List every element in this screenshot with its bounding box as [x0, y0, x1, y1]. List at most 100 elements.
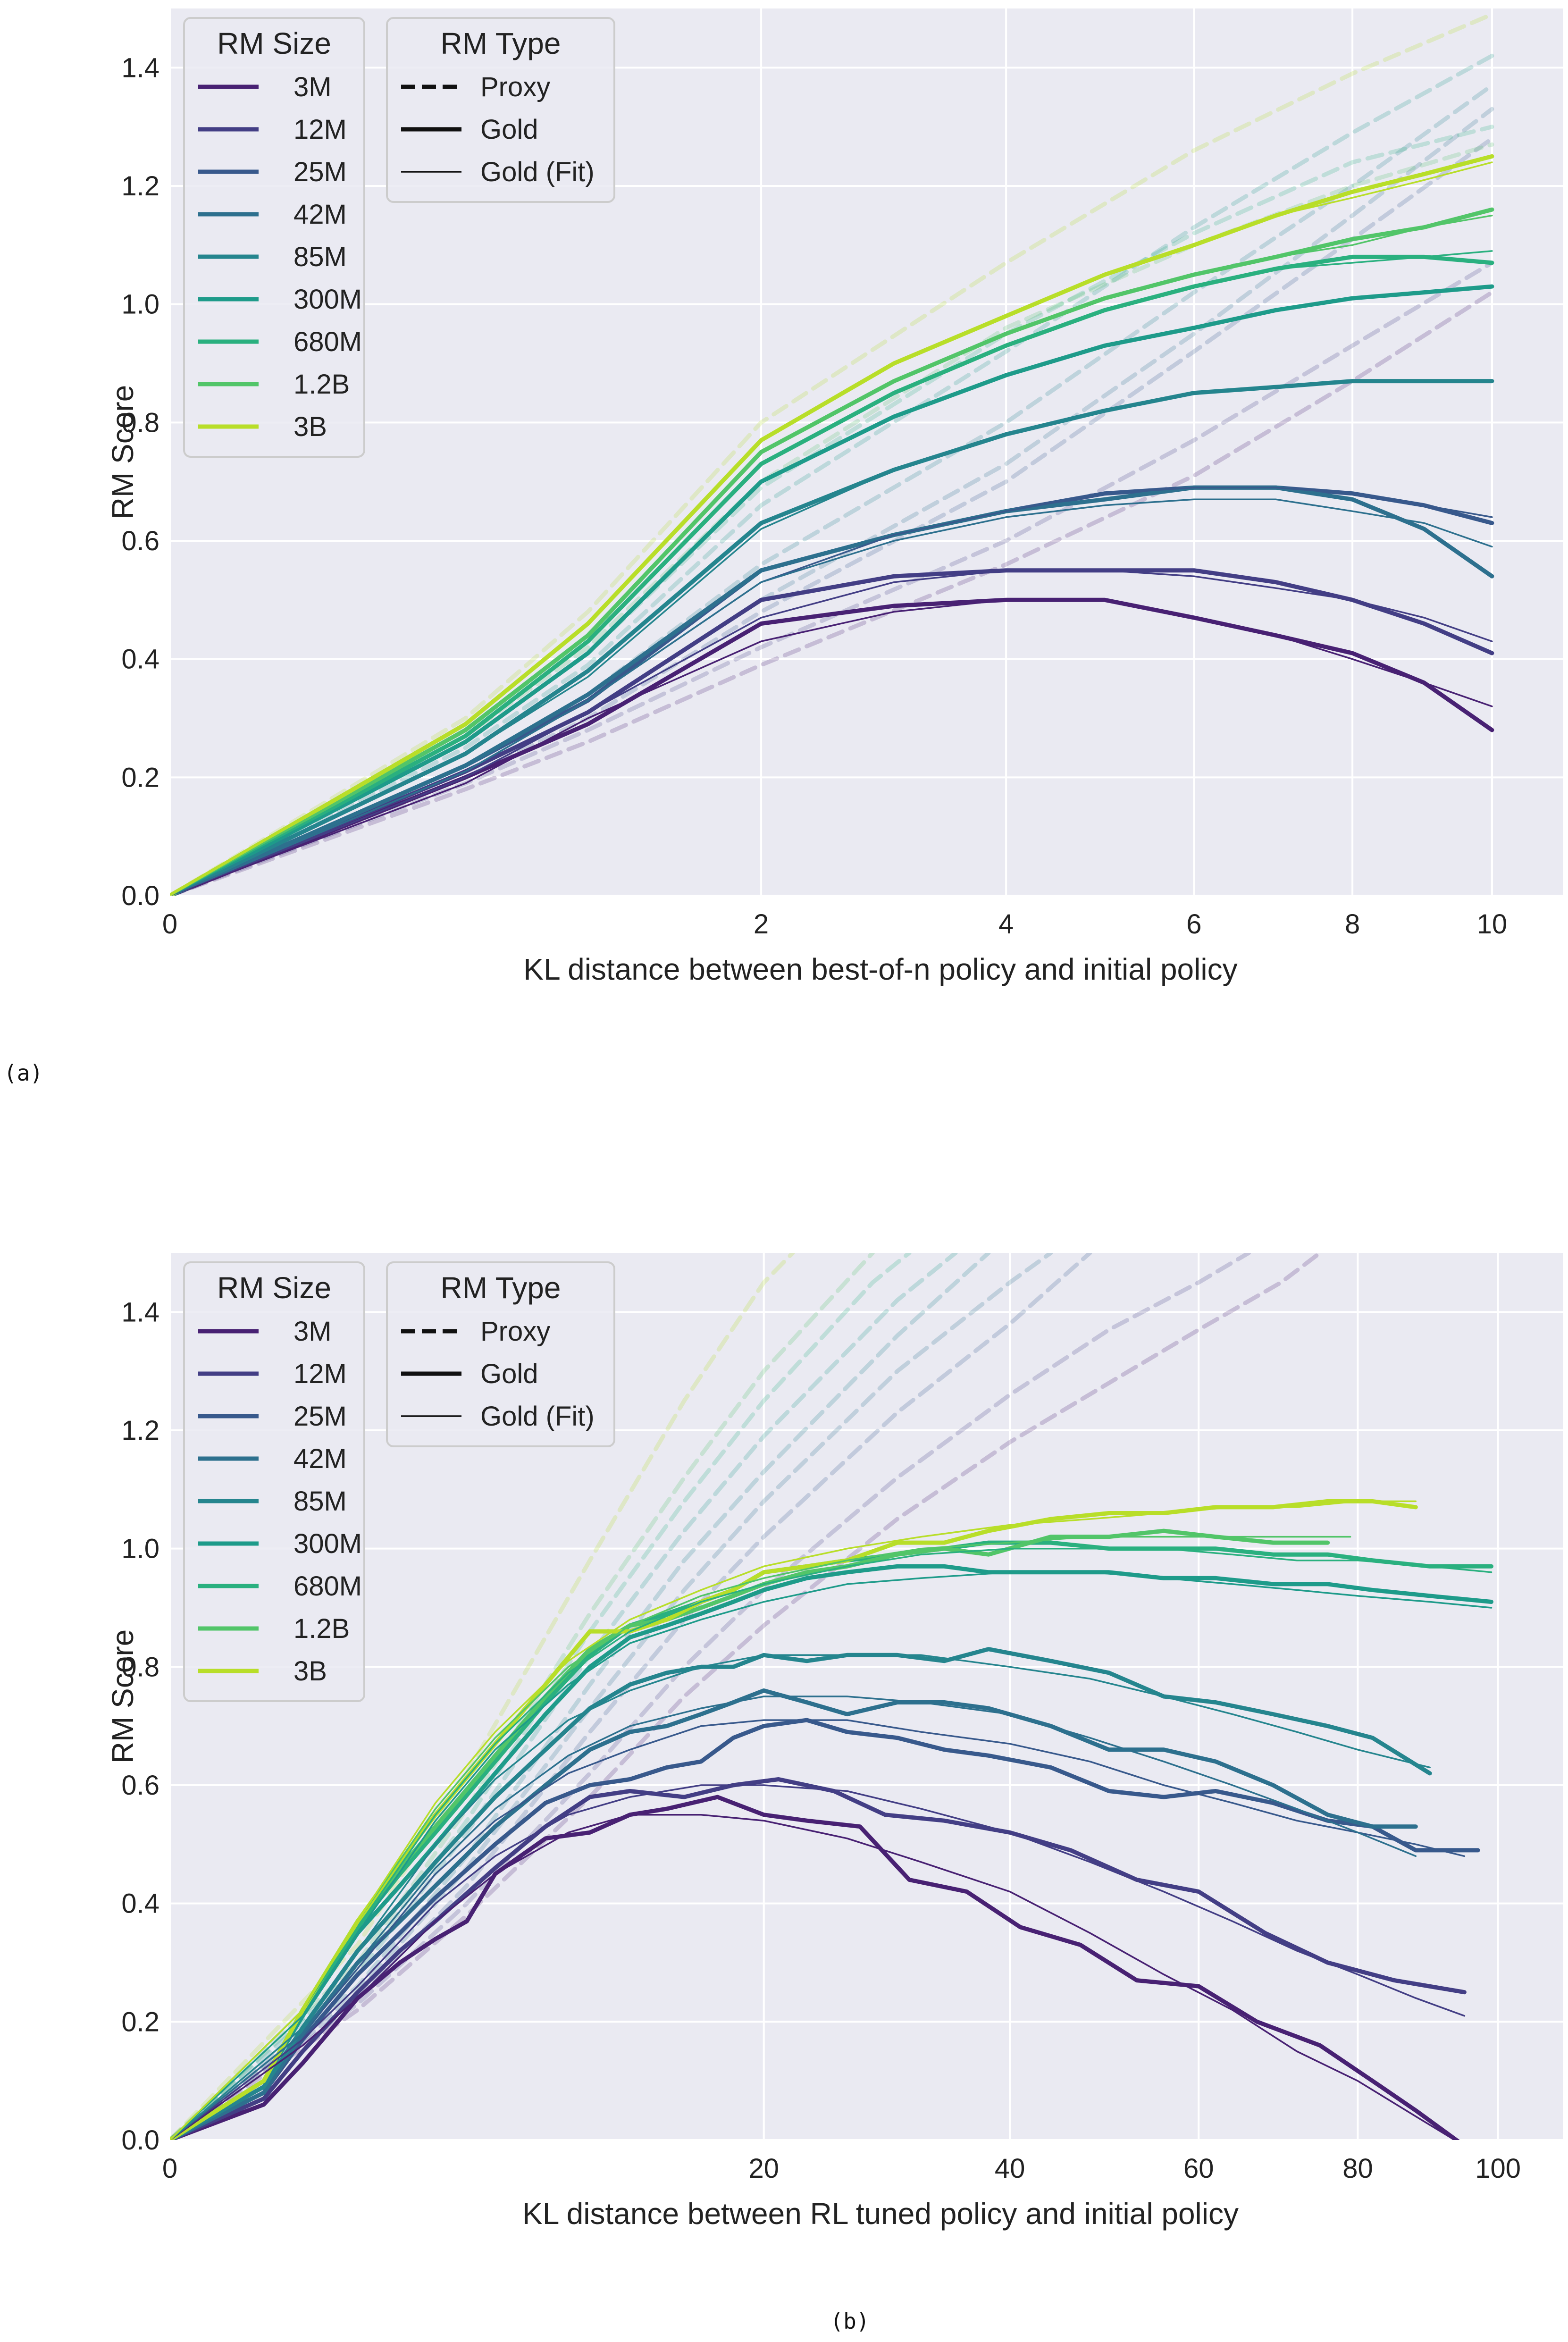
- series-line-fit-85m: [170, 1654, 1431, 2140]
- legend-entry-label: 42M: [293, 199, 347, 230]
- series-line-fit-25m: [170, 1719, 1466, 2140]
- legend-entry-label: 85M: [293, 1486, 347, 1517]
- y-tick-label: 0.4: [121, 644, 159, 675]
- y-axis-label: RM Score: [106, 1629, 140, 1764]
- legend-entry-label: 1.2B: [293, 1613, 350, 1644]
- series-line-fit-680m: [170, 1547, 1493, 2140]
- series-group: [170, 12, 1494, 896]
- legend-entry-label: 25M: [293, 1401, 347, 1432]
- y-tick-label: 0.8: [121, 1652, 159, 1682]
- x-tick-label: 0: [162, 909, 177, 940]
- x-tick-label: 40: [995, 2153, 1025, 2184]
- x-tick-label: 8: [1345, 909, 1360, 940]
- series-line-gold-300m: [170, 1564, 1493, 2140]
- y-tick-label: 0.2: [121, 762, 159, 793]
- x-tick-label: 4: [998, 909, 1014, 940]
- legend-type-label: Gold (Fit): [480, 157, 595, 187]
- x-tick-label: 0: [162, 2153, 177, 2184]
- legend-entry-label: 3M: [293, 72, 332, 102]
- series-line-proxy-42m: [170, 1253, 1053, 2140]
- y-tick-label: 0.6: [121, 1770, 159, 1801]
- legend-type-label: Proxy: [480, 72, 550, 102]
- series-line-proxy-3b: [170, 12, 1494, 896]
- legend-entry-label: 300M: [293, 1528, 362, 1559]
- series-line-fit-42m: [170, 1696, 1417, 2140]
- series-line-fit-3b: [170, 161, 1493, 896]
- panel-caption-b: (b): [830, 2308, 869, 2334]
- series-group: [170, 1253, 1493, 2140]
- series-line-gold-25m: [170, 1718, 1480, 2140]
- chart-panel-b: 0.0 0.2 0.4 0.6 0.8 1.0 1.2 1.4 0 20 40 60 80 100 KL d…: [106, 1253, 1563, 2231]
- x-tick-label: 60: [1183, 2153, 1214, 2184]
- legend-entry-label: 3B: [293, 411, 327, 442]
- series-line-fit-300m: [170, 1571, 1493, 2140]
- x-tick-label: 20: [748, 2153, 779, 2184]
- x-tick-label: 10: [1477, 909, 1508, 940]
- x-tick-label: 80: [1342, 2153, 1373, 2184]
- legend-type-label: Gold: [480, 1359, 538, 1389]
- series-line-proxy-300m: [170, 1253, 958, 2140]
- legend-type-label: Proxy: [480, 1316, 550, 1347]
- series-line-fit-42m: [170, 498, 1493, 896]
- legend-entry-label: 12M: [293, 1359, 347, 1389]
- legend-entry-label: 680M: [293, 327, 362, 357]
- series-line-fit-3m: [170, 1813, 1457, 2140]
- legend-entry-label: 12M: [293, 114, 347, 145]
- series-line-fit-1-2b: [170, 1536, 1351, 2140]
- y-tick-label: 1.4: [121, 1297, 159, 1327]
- series-line-fit-3m: [170, 599, 1493, 896]
- legend-entry-label: 680M: [293, 1571, 362, 1602]
- series-line-fit-680m: [170, 250, 1493, 896]
- legend-entry-label: 1.2B: [293, 369, 350, 400]
- legend-rm-type-title: RM Type: [441, 1271, 561, 1305]
- series-line-proxy-12m: [170, 260, 1494, 896]
- legend-rm-size-title: RM Size: [217, 1271, 331, 1305]
- y-axis-label: RM Score: [106, 385, 140, 520]
- x-tick-label: 6: [1186, 909, 1201, 940]
- series-line-fit-1-2b: [170, 214, 1493, 896]
- series-line-fit-12m: [170, 1784, 1466, 2140]
- x-axis-label: KL distance between RL tuned policy and …: [522, 2197, 1239, 2231]
- legend-rm-size-title: RM Size: [217, 26, 331, 60]
- series-line-proxy-85m: [170, 1253, 991, 2140]
- y-tick-label: 0.2: [121, 2006, 159, 2037]
- legend-entry-label: 300M: [293, 284, 362, 315]
- x-tick-label: 100: [1475, 2153, 1521, 2184]
- legend-entry-label: 3M: [293, 1316, 332, 1347]
- legend-type-label: Gold: [480, 114, 538, 145]
- series-line-gold-42m: [170, 1688, 1418, 2140]
- plot-background: [170, 8, 1563, 896]
- y-tick-label: 1.2: [121, 1415, 159, 1446]
- y-tick-label: 0.4: [121, 1889, 159, 1919]
- legend-rm-type-title: RM Type: [441, 26, 561, 60]
- legend-rm-type-box: [386, 17, 615, 203]
- series-line-gold-3m: [170, 1795, 1460, 2140]
- series-line-proxy-300m: [170, 53, 1494, 896]
- y-tick-label: 1.4: [121, 52, 159, 83]
- series-line-gold-3b: [170, 1499, 1418, 2140]
- panel-caption-a: (a): [4, 1060, 43, 1086]
- legend-entry-label: 85M: [293, 242, 347, 272]
- series-line-fit-300m: [170, 285, 1493, 896]
- legend-entry-label: 42M: [293, 1444, 347, 1474]
- x-axis-label: KL distance between best-of-n policy and…: [523, 952, 1237, 986]
- legend-rm-type-box: [386, 1261, 615, 1447]
- y-tick-label: 0.0: [121, 881, 159, 911]
- x-tick-label: 2: [754, 909, 769, 940]
- series-line-fit-3b: [170, 1500, 1417, 2140]
- series-line-proxy-3b: [170, 1253, 795, 2140]
- series-line-fit-85m: [170, 380, 1493, 896]
- legend-entry-label: 25M: [293, 157, 347, 187]
- y-tick-label: 1.0: [121, 289, 159, 320]
- series-line-fit-12m: [170, 569, 1493, 896]
- series-line-proxy-3m: [170, 1253, 1322, 2140]
- plot-background: [170, 1253, 1563, 2140]
- legend-entry-label: 3B: [293, 1656, 327, 1687]
- y-tick-label: 1.0: [121, 1534, 159, 1564]
- y-tick-label: 0.8: [121, 407, 159, 438]
- y-tick-label: 0.6: [121, 526, 159, 556]
- series-line-gold-42m: [170, 485, 1494, 896]
- y-tick-label: 1.2: [121, 171, 159, 201]
- series-line-gold-12m: [170, 1777, 1467, 2140]
